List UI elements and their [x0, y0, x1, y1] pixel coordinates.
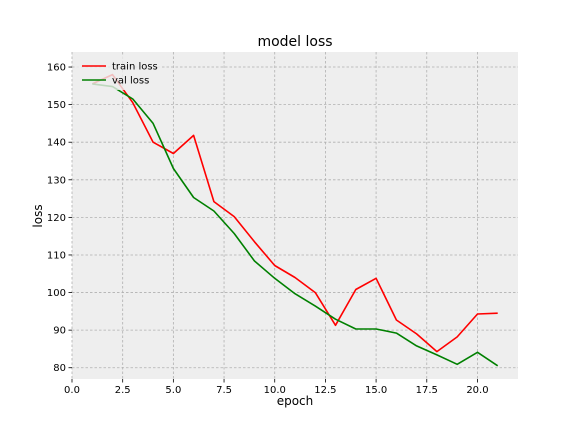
- y-tick-label: 90: [53, 326, 66, 337]
- legend: train loss val loss: [76, 56, 162, 90]
- chart-title: model loss: [257, 34, 332, 50]
- y-tick-label: 140: [47, 138, 66, 149]
- y-tick-label: 100: [47, 288, 66, 299]
- y-tick-label: 120: [47, 213, 66, 224]
- legend-box: [76, 56, 162, 90]
- y-tick-label: 150: [47, 100, 66, 111]
- x-tick-label: 2.5: [115, 385, 131, 396]
- x-tick-label: 20.0: [466, 385, 488, 396]
- x-tick-label: 17.5: [416, 385, 438, 396]
- series-layer: [91, 73, 499, 367]
- x-tick-label: 5.0: [165, 385, 181, 396]
- legend-label: val loss: [112, 76, 149, 87]
- train-loss-line: [91, 73, 498, 353]
- y-tick-label: 110: [47, 250, 66, 261]
- y-axis-label: loss: [31, 204, 45, 227]
- legend-label: train loss: [112, 62, 158, 73]
- y-tick-label: 160: [47, 63, 66, 74]
- y-tick-label: 80: [53, 363, 66, 374]
- x-tick-label: 12.5: [314, 385, 336, 396]
- plot-area: [72, 52, 518, 379]
- x-tick-label: 15.0: [365, 385, 387, 396]
- x-tick-label: 10.0: [264, 385, 286, 396]
- val-loss-line: [92, 83, 499, 367]
- x-tick-label: 7.5: [216, 385, 232, 396]
- y-tick-label: 130: [47, 175, 66, 186]
- x-axis-label: epoch: [277, 394, 314, 408]
- ticks: 0.0 2.5 5.0 7.5 10.0 12.5 15.0 17.5 20.0 80 90 100 1…: [47, 63, 489, 396]
- x-tick-label: 0.0: [64, 385, 80, 396]
